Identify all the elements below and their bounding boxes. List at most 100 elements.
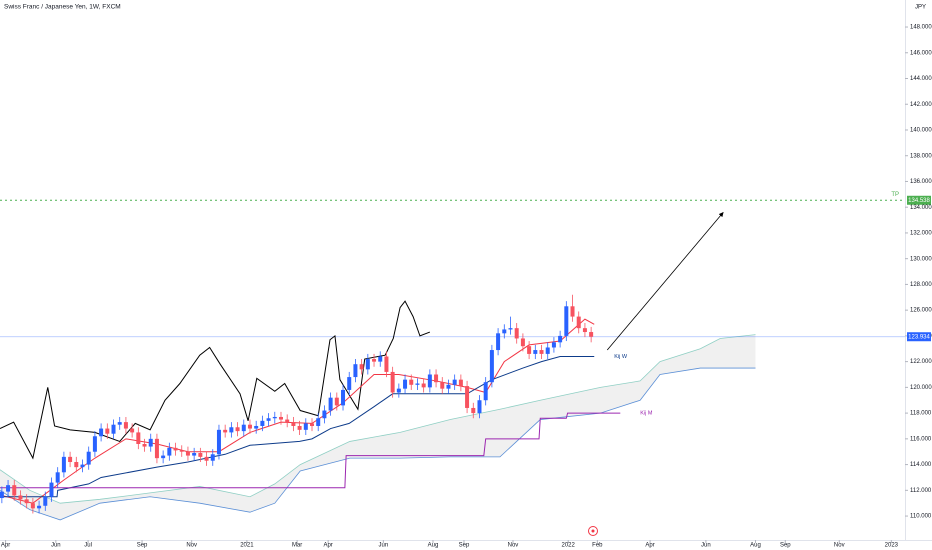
candle-body	[446, 384, 451, 389]
candle-body	[564, 306, 569, 336]
candle-body	[527, 346, 532, 354]
y-tick-label: 146.000	[910, 50, 932, 56]
candle-body	[185, 451, 190, 456]
candle-body	[489, 350, 494, 383]
y-tick-label: 118.000	[910, 411, 932, 417]
candle-body	[24, 499, 29, 504]
candle-body	[341, 389, 346, 406]
candle-body	[68, 456, 73, 463]
candle-body	[378, 356, 383, 362]
y-tick-label: 132.000	[910, 231, 932, 237]
candle-body	[123, 422, 128, 429]
x-tick-label: Nov	[186, 543, 197, 549]
candle-body	[210, 454, 215, 461]
candle-body	[278, 416, 283, 420]
y-tick-label: 130.000	[910, 256, 932, 262]
candle-body	[372, 359, 377, 362]
candle-body	[471, 407, 476, 414]
price-label: 123.934	[908, 334, 930, 340]
candle-body	[520, 338, 525, 347]
plot-area	[0, 199, 905, 521]
candle-body	[390, 371, 395, 393]
x-tick-label: Apr	[323, 543, 332, 549]
candle-body	[161, 455, 166, 459]
candle-body	[266, 418, 271, 421]
candle-body	[260, 420, 265, 426]
candle-body	[12, 485, 17, 496]
x-tick-label: Mar	[292, 543, 302, 549]
candle-body	[465, 386, 470, 408]
candle-body	[173, 447, 178, 451]
candle-body	[55, 472, 60, 483]
candle-body	[551, 342, 556, 348]
target-price-label: 134.538	[908, 198, 930, 204]
candle-body	[216, 429, 221, 455]
candle-body	[37, 505, 42, 509]
cloud-upper	[0, 334, 756, 504]
candle-body	[30, 503, 35, 509]
y-tick-label: 148.000	[910, 25, 932, 31]
candle-body	[235, 427, 240, 432]
x-tick-label: Sep	[459, 543, 470, 549]
candle-body	[86, 451, 91, 465]
x-tick-label: Apr	[645, 543, 654, 549]
target-label: TP	[891, 192, 899, 198]
candle-body	[117, 422, 122, 425]
candle-body	[365, 359, 370, 370]
indicator-line	[1, 318, 595, 504]
candle-body	[223, 429, 228, 433]
candle-body	[204, 456, 209, 461]
x-tick-label: 2021	[240, 543, 254, 549]
candle-body	[111, 424, 116, 434]
indicator-line	[0, 300, 431, 460]
candle-body	[254, 425, 259, 429]
candle-body	[322, 410, 327, 419]
candle-body	[415, 383, 420, 385]
candle-body	[272, 416, 277, 419]
candle-body	[99, 428, 104, 437]
candle-body	[316, 418, 321, 426]
x-tick-label: Sep	[137, 543, 148, 549]
candle-body	[539, 350, 544, 354]
candle-body	[452, 379, 457, 385]
candle-body	[347, 377, 352, 390]
chart-title: Swiss Franc / Japanese Yen, 1W, FXCM	[4, 4, 121, 11]
x-tick-label: Sep	[780, 543, 791, 549]
candle-body	[142, 443, 147, 447]
y-tick-label: 112.000	[910, 488, 932, 494]
x-tick-label: Nov	[508, 543, 519, 549]
target-price-box	[907, 195, 931, 205]
candle-body	[421, 383, 426, 388]
candle-body	[179, 450, 184, 452]
candle-body	[440, 382, 445, 389]
y-tick-label: 136.000	[910, 179, 932, 185]
y-tick-label: 122.000	[910, 359, 932, 365]
candle-body	[61, 456, 66, 473]
y-tick-label: 126.000	[910, 308, 932, 314]
candle-body	[0, 491, 4, 499]
candle-body	[458, 379, 463, 387]
candle-body	[502, 329, 507, 334]
x-tick-label: Jun	[701, 543, 711, 549]
series-label: Kij W	[614, 354, 628, 360]
candle-body	[105, 428, 110, 434]
candle-body	[427, 374, 432, 388]
series-label: Kij M	[640, 411, 653, 417]
y-tick-label: 116.000	[910, 436, 932, 442]
x-tick-label: Jul	[84, 543, 92, 549]
candle-body	[310, 423, 315, 426]
indicator-line	[0, 412, 621, 489]
indicator-line	[1, 355, 595, 498]
y-tick-label: 142.000	[910, 102, 932, 108]
candle-body	[384, 356, 389, 372]
candle-body	[43, 496, 48, 506]
candle-body	[396, 388, 401, 393]
candle-body	[148, 438, 153, 447]
x-tick-label: Jun	[51, 543, 61, 549]
event-marker-dot	[591, 529, 595, 533]
candle-body	[6, 485, 11, 492]
candle-body	[576, 316, 581, 329]
candle-body	[192, 453, 197, 456]
